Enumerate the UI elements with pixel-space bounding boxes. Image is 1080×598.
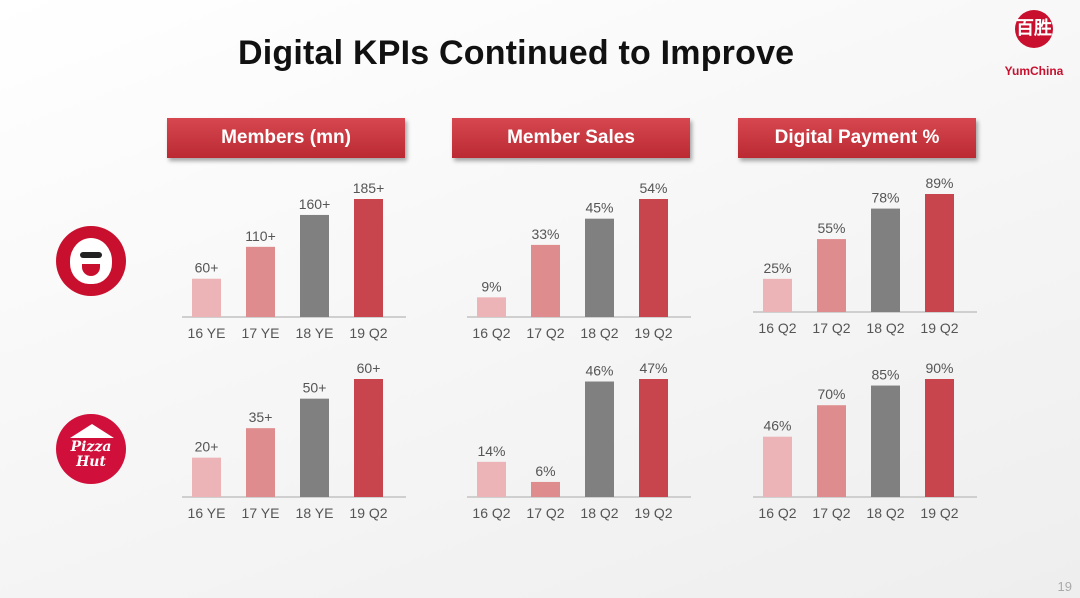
- category-label: 17 YE: [242, 325, 280, 341]
- data-label: 33%: [531, 226, 559, 242]
- data-label: 185+: [353, 180, 385, 196]
- yum-china-logo: 百胜 YumChina: [996, 10, 1072, 82]
- category-label: 17 Q2: [812, 320, 850, 336]
- data-label: 70%: [817, 386, 845, 402]
- data-label: 9%: [481, 278, 501, 294]
- bar-3: [639, 379, 668, 497]
- panel-header-members: Members (mn): [167, 118, 405, 158]
- slide-title: Digital KPIs Continued to Improve: [238, 34, 795, 72]
- data-label: 55%: [817, 220, 845, 236]
- bar-0: [192, 457, 221, 497]
- pizza-hut-logo-text: Pizza Hut: [70, 439, 112, 470]
- panel-header-member-sales: Member Sales: [452, 118, 690, 158]
- bar-2: [585, 381, 614, 497]
- bar-3: [639, 199, 668, 317]
- kfc-logo-icon: [56, 226, 126, 296]
- data-label: 60+: [357, 360, 381, 376]
- data-label: 90%: [925, 360, 953, 376]
- bar-0: [477, 297, 506, 317]
- category-label: 16 Q2: [472, 505, 510, 521]
- category-label: 18 Q2: [866, 505, 904, 521]
- category-label: 16 YE: [188, 505, 226, 521]
- data-label: 110+: [245, 228, 276, 244]
- data-label: 14%: [477, 443, 505, 459]
- bar-3: [354, 199, 383, 317]
- data-label: 46%: [585, 363, 613, 379]
- chart-ph-member-sales: 14% 16 Q2 6% 17 Q2 46% 18 Q2 47% 19 Q2: [467, 360, 691, 521]
- category-label: 16 Q2: [758, 320, 796, 336]
- data-label: 54%: [639, 180, 667, 196]
- chart-kfc-digital-payment: 25% 16 Q2 55% 17 Q2 78% 18 Q2 89% 19 Q2: [753, 175, 977, 336]
- bar-1: [531, 481, 560, 497]
- page-number: 19: [1057, 579, 1072, 594]
- category-label: 18 YE: [296, 325, 334, 341]
- category-label: 17 YE: [242, 505, 280, 521]
- hut-roof-icon: [70, 424, 114, 438]
- bar-2: [300, 214, 329, 317]
- bar-0: [477, 461, 506, 497]
- data-label: 6%: [535, 463, 555, 479]
- category-label: 19 Q2: [634, 325, 672, 341]
- category-label: 19 Q2: [349, 505, 387, 521]
- category-label: 17 Q2: [812, 505, 850, 521]
- category-label: 19 Q2: [920, 505, 958, 521]
- bar-2: [871, 208, 900, 312]
- category-label: 19 Q2: [349, 325, 387, 341]
- bar-0: [763, 436, 792, 497]
- chart-ph-members: 20+ 16 YE 35+ 17 YE 50+ 18 YE 60+ 19 Q2: [182, 360, 406, 521]
- panel-header-digital-payment: Digital Payment %: [738, 118, 976, 158]
- category-label: 19 Q2: [920, 320, 958, 336]
- bar-2: [871, 385, 900, 497]
- bar-0: [192, 278, 221, 317]
- chart-kfc-members: 60+ 16 YE 110+ 17 YE 160+ 18 YE 185+ 19 Q2: [182, 180, 406, 341]
- bar-2: [585, 218, 614, 317]
- bar-0: [763, 278, 792, 312]
- bar-1: [531, 244, 560, 317]
- bar-2: [300, 398, 329, 497]
- category-label: 16 YE: [188, 325, 226, 341]
- data-label: 160+: [299, 196, 331, 212]
- data-label: 50+: [303, 380, 327, 396]
- bar-1: [246, 428, 275, 497]
- data-label: 46%: [763, 418, 791, 434]
- pizza-hut-logo-icon: Pizza Hut: [56, 414, 126, 484]
- category-label: 18 Q2: [580, 325, 618, 341]
- category-label: 19 Q2: [634, 505, 672, 521]
- data-label: 45%: [585, 200, 613, 216]
- data-label: 60+: [195, 260, 219, 276]
- data-label: 25%: [763, 260, 791, 276]
- chart-kfc-member-sales: 9% 16 Q2 33% 17 Q2 45% 18 Q2 54% 19 Q2: [467, 180, 691, 341]
- category-label: 16 Q2: [472, 325, 510, 341]
- bar-3: [354, 379, 383, 497]
- brand-name: YumChina: [1004, 64, 1064, 78]
- yum-china-mark-icon: 百胜: [1015, 10, 1053, 48]
- chart-ph-digital-payment: 46% 16 Q2 70% 17 Q2 85% 18 Q2 90% 19 Q2: [753, 360, 977, 521]
- category-label: 17 Q2: [526, 505, 564, 521]
- category-label: 16 Q2: [758, 505, 796, 521]
- data-label: 89%: [925, 175, 953, 191]
- category-label: 18 YE: [296, 505, 334, 521]
- data-label: 47%: [639, 360, 667, 376]
- category-label: 17 Q2: [526, 325, 564, 341]
- bar-1: [817, 239, 846, 312]
- category-label: 18 Q2: [580, 505, 618, 521]
- category-label: 18 Q2: [866, 320, 904, 336]
- bar-3: [925, 379, 954, 497]
- data-label: 78%: [871, 190, 899, 206]
- bar-1: [246, 246, 275, 317]
- bar-3: [925, 194, 954, 312]
- data-label: 85%: [871, 367, 899, 383]
- colonel-face-icon: [70, 238, 112, 284]
- data-label: 35+: [249, 409, 273, 425]
- bar-1: [817, 405, 846, 497]
- data-label: 20+: [195, 439, 219, 455]
